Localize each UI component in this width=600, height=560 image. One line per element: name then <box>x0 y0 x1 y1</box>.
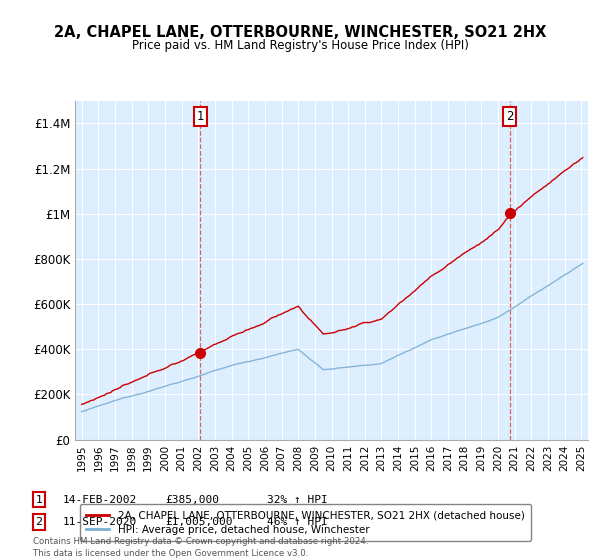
Text: Contains HM Land Registry data © Crown copyright and database right 2024.
This d: Contains HM Land Registry data © Crown c… <box>33 537 368 558</box>
Legend: 2A, CHAPEL LANE, OTTERBOURNE, WINCHESTER, SO21 2HX (detached house), HPI: Averag: 2A, CHAPEL LANE, OTTERBOURNE, WINCHESTER… <box>80 504 531 541</box>
Text: £385,000: £385,000 <box>165 494 219 505</box>
Text: 14-FEB-2002: 14-FEB-2002 <box>63 494 137 505</box>
Text: 32% ↑ HPI: 32% ↑ HPI <box>267 494 328 505</box>
Text: 11-SEP-2020: 11-SEP-2020 <box>63 517 137 527</box>
Text: 1: 1 <box>197 110 204 123</box>
Text: 2A, CHAPEL LANE, OTTERBOURNE, WINCHESTER, SO21 2HX: 2A, CHAPEL LANE, OTTERBOURNE, WINCHESTER… <box>54 25 546 40</box>
Text: 2: 2 <box>506 110 514 123</box>
Text: Price paid vs. HM Land Registry's House Price Index (HPI): Price paid vs. HM Land Registry's House … <box>131 39 469 53</box>
Text: £1,005,000: £1,005,000 <box>165 517 233 527</box>
Text: 46% ↑ HPI: 46% ↑ HPI <box>267 517 328 527</box>
Text: 2: 2 <box>35 517 43 527</box>
Text: 1: 1 <box>35 494 43 505</box>
